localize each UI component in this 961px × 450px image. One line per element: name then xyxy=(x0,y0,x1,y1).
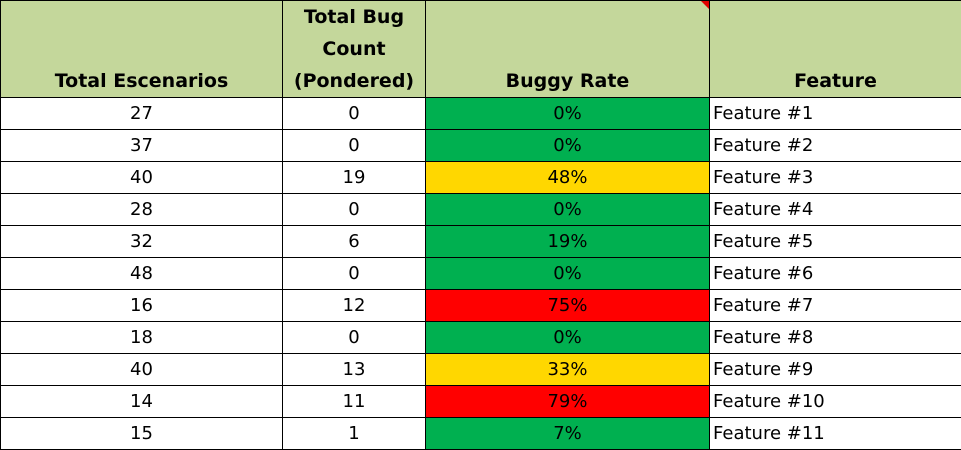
cell-feature[interactable]: Feature #3 xyxy=(710,162,961,194)
header-bug-count-line3: (Pondered) xyxy=(285,65,423,97)
cell-total-scenarios[interactable]: 37 xyxy=(1,130,283,162)
cell-feature[interactable]: Feature #11 xyxy=(710,418,961,450)
comment-indicator-icon[interactable] xyxy=(701,1,709,9)
cell-total-scenarios[interactable]: 48 xyxy=(1,258,283,290)
cell-total-scenarios[interactable]: 27 xyxy=(1,98,283,130)
cell-bug-count[interactable]: 13 xyxy=(283,354,426,386)
cell-bug-count[interactable]: 0 xyxy=(283,98,426,130)
header-bug-count-line1: Total Bug xyxy=(285,1,423,33)
header-total-scenarios-label: Total Escenarios xyxy=(55,70,229,92)
cell-bug-count[interactable]: 6 xyxy=(283,226,426,258)
cell-buggy-rate[interactable]: 0% xyxy=(426,322,710,354)
cell-buggy-rate[interactable]: 0% xyxy=(426,194,710,226)
cell-buggy-rate[interactable]: 0% xyxy=(426,258,710,290)
cell-bug-count[interactable]: 1 xyxy=(283,418,426,450)
cell-bug-count[interactable]: 19 xyxy=(283,162,426,194)
cell-bug-count[interactable]: 11 xyxy=(283,386,426,418)
cell-total-scenarios[interactable]: 40 xyxy=(1,162,283,194)
header-row: Total Escenarios Total Bug Count (Ponder… xyxy=(1,1,961,98)
cell-total-scenarios[interactable]: 14 xyxy=(1,386,283,418)
cell-feature[interactable]: Feature #2 xyxy=(710,130,961,162)
header-bug-count-line2: Count xyxy=(285,33,423,65)
cell-total-scenarios[interactable]: 18 xyxy=(1,322,283,354)
cell-total-scenarios[interactable]: 15 xyxy=(1,418,283,450)
cell-feature[interactable]: Feature #7 xyxy=(710,290,961,322)
header-buggy-rate[interactable]: Buggy Rate xyxy=(426,1,710,98)
cell-feature[interactable]: Feature #8 xyxy=(710,322,961,354)
header-bug-count[interactable]: Total Bug Count (Pondered) xyxy=(283,1,426,98)
cell-bug-count[interactable]: 0 xyxy=(283,258,426,290)
header-feature[interactable]: Feature xyxy=(710,1,961,98)
cell-bug-count[interactable]: 0 xyxy=(283,322,426,354)
cell-feature[interactable]: Feature #6 xyxy=(710,258,961,290)
cell-feature[interactable]: Feature #9 xyxy=(710,354,961,386)
header-total-scenarios[interactable]: Total Escenarios xyxy=(1,1,283,98)
cell-feature[interactable]: Feature #10 xyxy=(710,386,961,418)
cell-buggy-rate[interactable]: 0% xyxy=(426,98,710,130)
cell-buggy-rate[interactable]: 0% xyxy=(426,130,710,162)
cell-bug-count[interactable]: 0 xyxy=(283,130,426,162)
cell-buggy-rate[interactable]: 79% xyxy=(426,386,710,418)
cell-feature[interactable]: Feature #5 xyxy=(710,226,961,258)
header-buggy-rate-label: Buggy Rate xyxy=(506,70,630,92)
cell-buggy-rate[interactable]: 75% xyxy=(426,290,710,322)
cell-buggy-rate[interactable]: 48% xyxy=(426,162,710,194)
cell-feature[interactable]: Feature #1 xyxy=(710,98,961,130)
cell-buggy-rate[interactable]: 33% xyxy=(426,354,710,386)
header-feature-label: Feature xyxy=(794,70,877,92)
cell-bug-count[interactable]: 12 xyxy=(283,290,426,322)
cell-buggy-rate[interactable]: 7% xyxy=(426,418,710,450)
cell-total-scenarios[interactable]: 16 xyxy=(1,290,283,322)
cell-total-scenarios[interactable]: 28 xyxy=(1,194,283,226)
cell-bug-count[interactable]: 0 xyxy=(283,194,426,226)
cell-buggy-rate[interactable]: 19% xyxy=(426,226,710,258)
cell-total-scenarios[interactable]: 32 xyxy=(1,226,283,258)
cell-feature[interactable]: Feature #4 xyxy=(710,194,961,226)
cell-total-scenarios[interactable]: 40 xyxy=(1,354,283,386)
